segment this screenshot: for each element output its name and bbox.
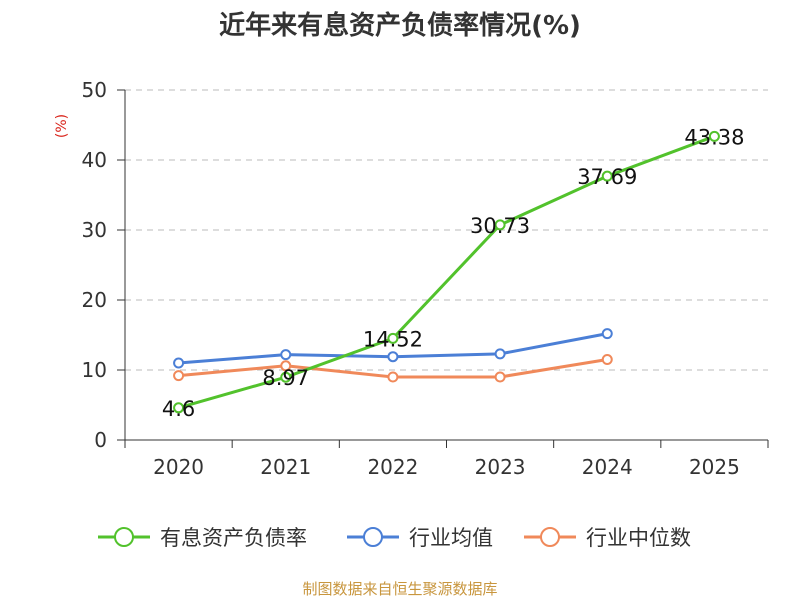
data-point[interactable] bbox=[494, 371, 506, 383]
series-3 bbox=[173, 354, 613, 383]
data-point[interactable] bbox=[708, 130, 720, 142]
y-tick-label: 40 bbox=[82, 148, 107, 172]
data-label: 30.73 bbox=[470, 214, 530, 238]
axes: 0 10 20 30 40 50 2020 2021 2022 2023 2024 2025 bbox=[82, 78, 769, 479]
legend-marker bbox=[540, 527, 560, 547]
y-tick-label: 0 bbox=[94, 428, 107, 452]
data-label: 43.38 bbox=[684, 125, 744, 149]
legend-marker bbox=[363, 527, 383, 547]
legend[interactable]: 有息资产负债率 行业均值 行业中位数 bbox=[98, 526, 691, 550]
data-point[interactable] bbox=[494, 219, 506, 231]
data-point[interactable] bbox=[387, 371, 399, 383]
data-point[interactable] bbox=[494, 348, 506, 360]
data-point[interactable] bbox=[387, 332, 399, 344]
data-point[interactable] bbox=[280, 371, 292, 383]
series-1: 4.6 8.97 14.52 30.73 37.69 43.38 bbox=[162, 125, 745, 420]
data-point[interactable] bbox=[173, 357, 185, 369]
series-2 bbox=[173, 328, 613, 369]
data-label: 14.52 bbox=[363, 327, 423, 351]
data-point[interactable] bbox=[173, 402, 185, 414]
y-tick-label: 20 bbox=[82, 288, 107, 312]
legend-marker bbox=[114, 527, 134, 547]
legend-item[interactable]: 行业中位数 bbox=[524, 526, 691, 550]
x-tick-label: 2025 bbox=[689, 455, 740, 479]
data-label: 37.69 bbox=[577, 165, 637, 189]
y-tick-label: 30 bbox=[82, 218, 107, 242]
data-point[interactable] bbox=[601, 328, 613, 340]
y-tick-label: 50 bbox=[82, 78, 107, 102]
data-point[interactable] bbox=[601, 354, 613, 365]
data-point[interactable] bbox=[280, 360, 292, 372]
x-tick-label: 2022 bbox=[367, 455, 418, 479]
data-point[interactable] bbox=[173, 370, 185, 382]
data-point[interactable] bbox=[387, 351, 399, 363]
series-line bbox=[178, 134, 715, 410]
gridlines bbox=[125, 89, 768, 371]
data-point[interactable] bbox=[280, 349, 292, 361]
legend-item[interactable]: 有息资产负债率 bbox=[98, 526, 307, 550]
y-tick-label: 10 bbox=[82, 358, 107, 382]
legend-label: 有息资产负债率 bbox=[160, 526, 307, 550]
legend-item[interactable]: 行业均值 bbox=[347, 526, 493, 550]
x-tick-label: 2021 bbox=[260, 455, 311, 479]
chart-title: 近年来有息资产负债率情况(%) bbox=[219, 10, 581, 41]
data-point[interactable] bbox=[601, 170, 613, 182]
series-layer: 4.6 8.97 14.52 30.73 37.69 43.38 bbox=[162, 125, 745, 420]
x-tick-label: 2024 bbox=[582, 455, 633, 479]
data-label: 4.6 bbox=[162, 397, 195, 421]
x-tick-label: 2023 bbox=[475, 455, 526, 479]
source-note: 制图数据来自恒生聚源数据库 bbox=[302, 580, 497, 598]
y-axis-label: (%) bbox=[54, 114, 70, 138]
legend-label: 行业均值 bbox=[409, 526, 493, 550]
legend-label: 行业中位数 bbox=[586, 526, 691, 550]
data-label: 8.97 bbox=[262, 366, 309, 390]
x-tick-label: 2020 bbox=[153, 455, 204, 479]
